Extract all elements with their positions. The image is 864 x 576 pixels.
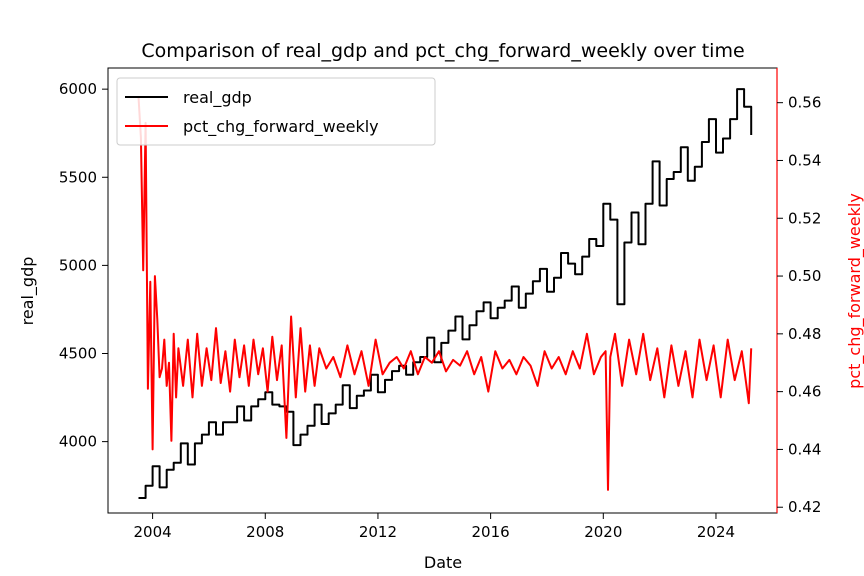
x-tick-label: 2008 [246, 523, 284, 541]
left-tick-label: 4500 [59, 345, 97, 363]
right-tick-label: 0.42 [788, 498, 821, 516]
legend-label-pct-chg: pct_chg_forward_weekly [183, 117, 379, 137]
left-axis-ticks: 4000 4500 5000 5500 6000 [59, 80, 108, 451]
series-line-real-gdp [138, 88, 753, 499]
right-tick-label: 0.50 [788, 267, 821, 285]
left-axis-label: real_gdp [18, 257, 38, 326]
chart-title: Comparison of real_gdp and pct_chg_forwa… [141, 40, 744, 62]
plot-lines [137, 88, 753, 499]
x-tick-label: 2004 [134, 523, 172, 541]
left-tick-label: 4000 [59, 433, 97, 451]
left-tick-label: 5500 [59, 168, 97, 186]
left-tick-label: 6000 [59, 80, 97, 98]
legend-label-real-gdp: real_gdp [183, 88, 252, 108]
left-tick-label: 5000 [59, 256, 97, 274]
x-axis-ticks: 2004 2008 2012 2016 2020 2024 [134, 513, 735, 541]
x-axis-label: Date [424, 553, 462, 572]
right-tick-label: 0.46 [788, 383, 821, 401]
x-tick-label: 2020 [584, 523, 622, 541]
x-tick-label: 2024 [697, 523, 735, 541]
right-tick-label: 0.48 [788, 325, 821, 343]
legend: real_gdp pct_chg_forward_weekly [116, 77, 436, 146]
x-tick-label: 2016 [472, 523, 510, 541]
x-tick-label: 2012 [359, 523, 397, 541]
right-tick-label: 0.54 [788, 151, 821, 169]
series-line-pct-chg-forward-weekly [137, 96, 753, 491]
legend-box [116, 77, 436, 146]
right-tick-label: 0.56 [788, 94, 821, 112]
right-axis-ticks: 0.42 0.44 0.46 0.48 0.50 0.52 0.54 0.56 [777, 94, 821, 516]
right-tick-label: 0.44 [788, 440, 821, 458]
right-tick-label: 0.52 [788, 209, 821, 227]
right-axis-label: pct_chg_forward_weekly [845, 193, 864, 389]
